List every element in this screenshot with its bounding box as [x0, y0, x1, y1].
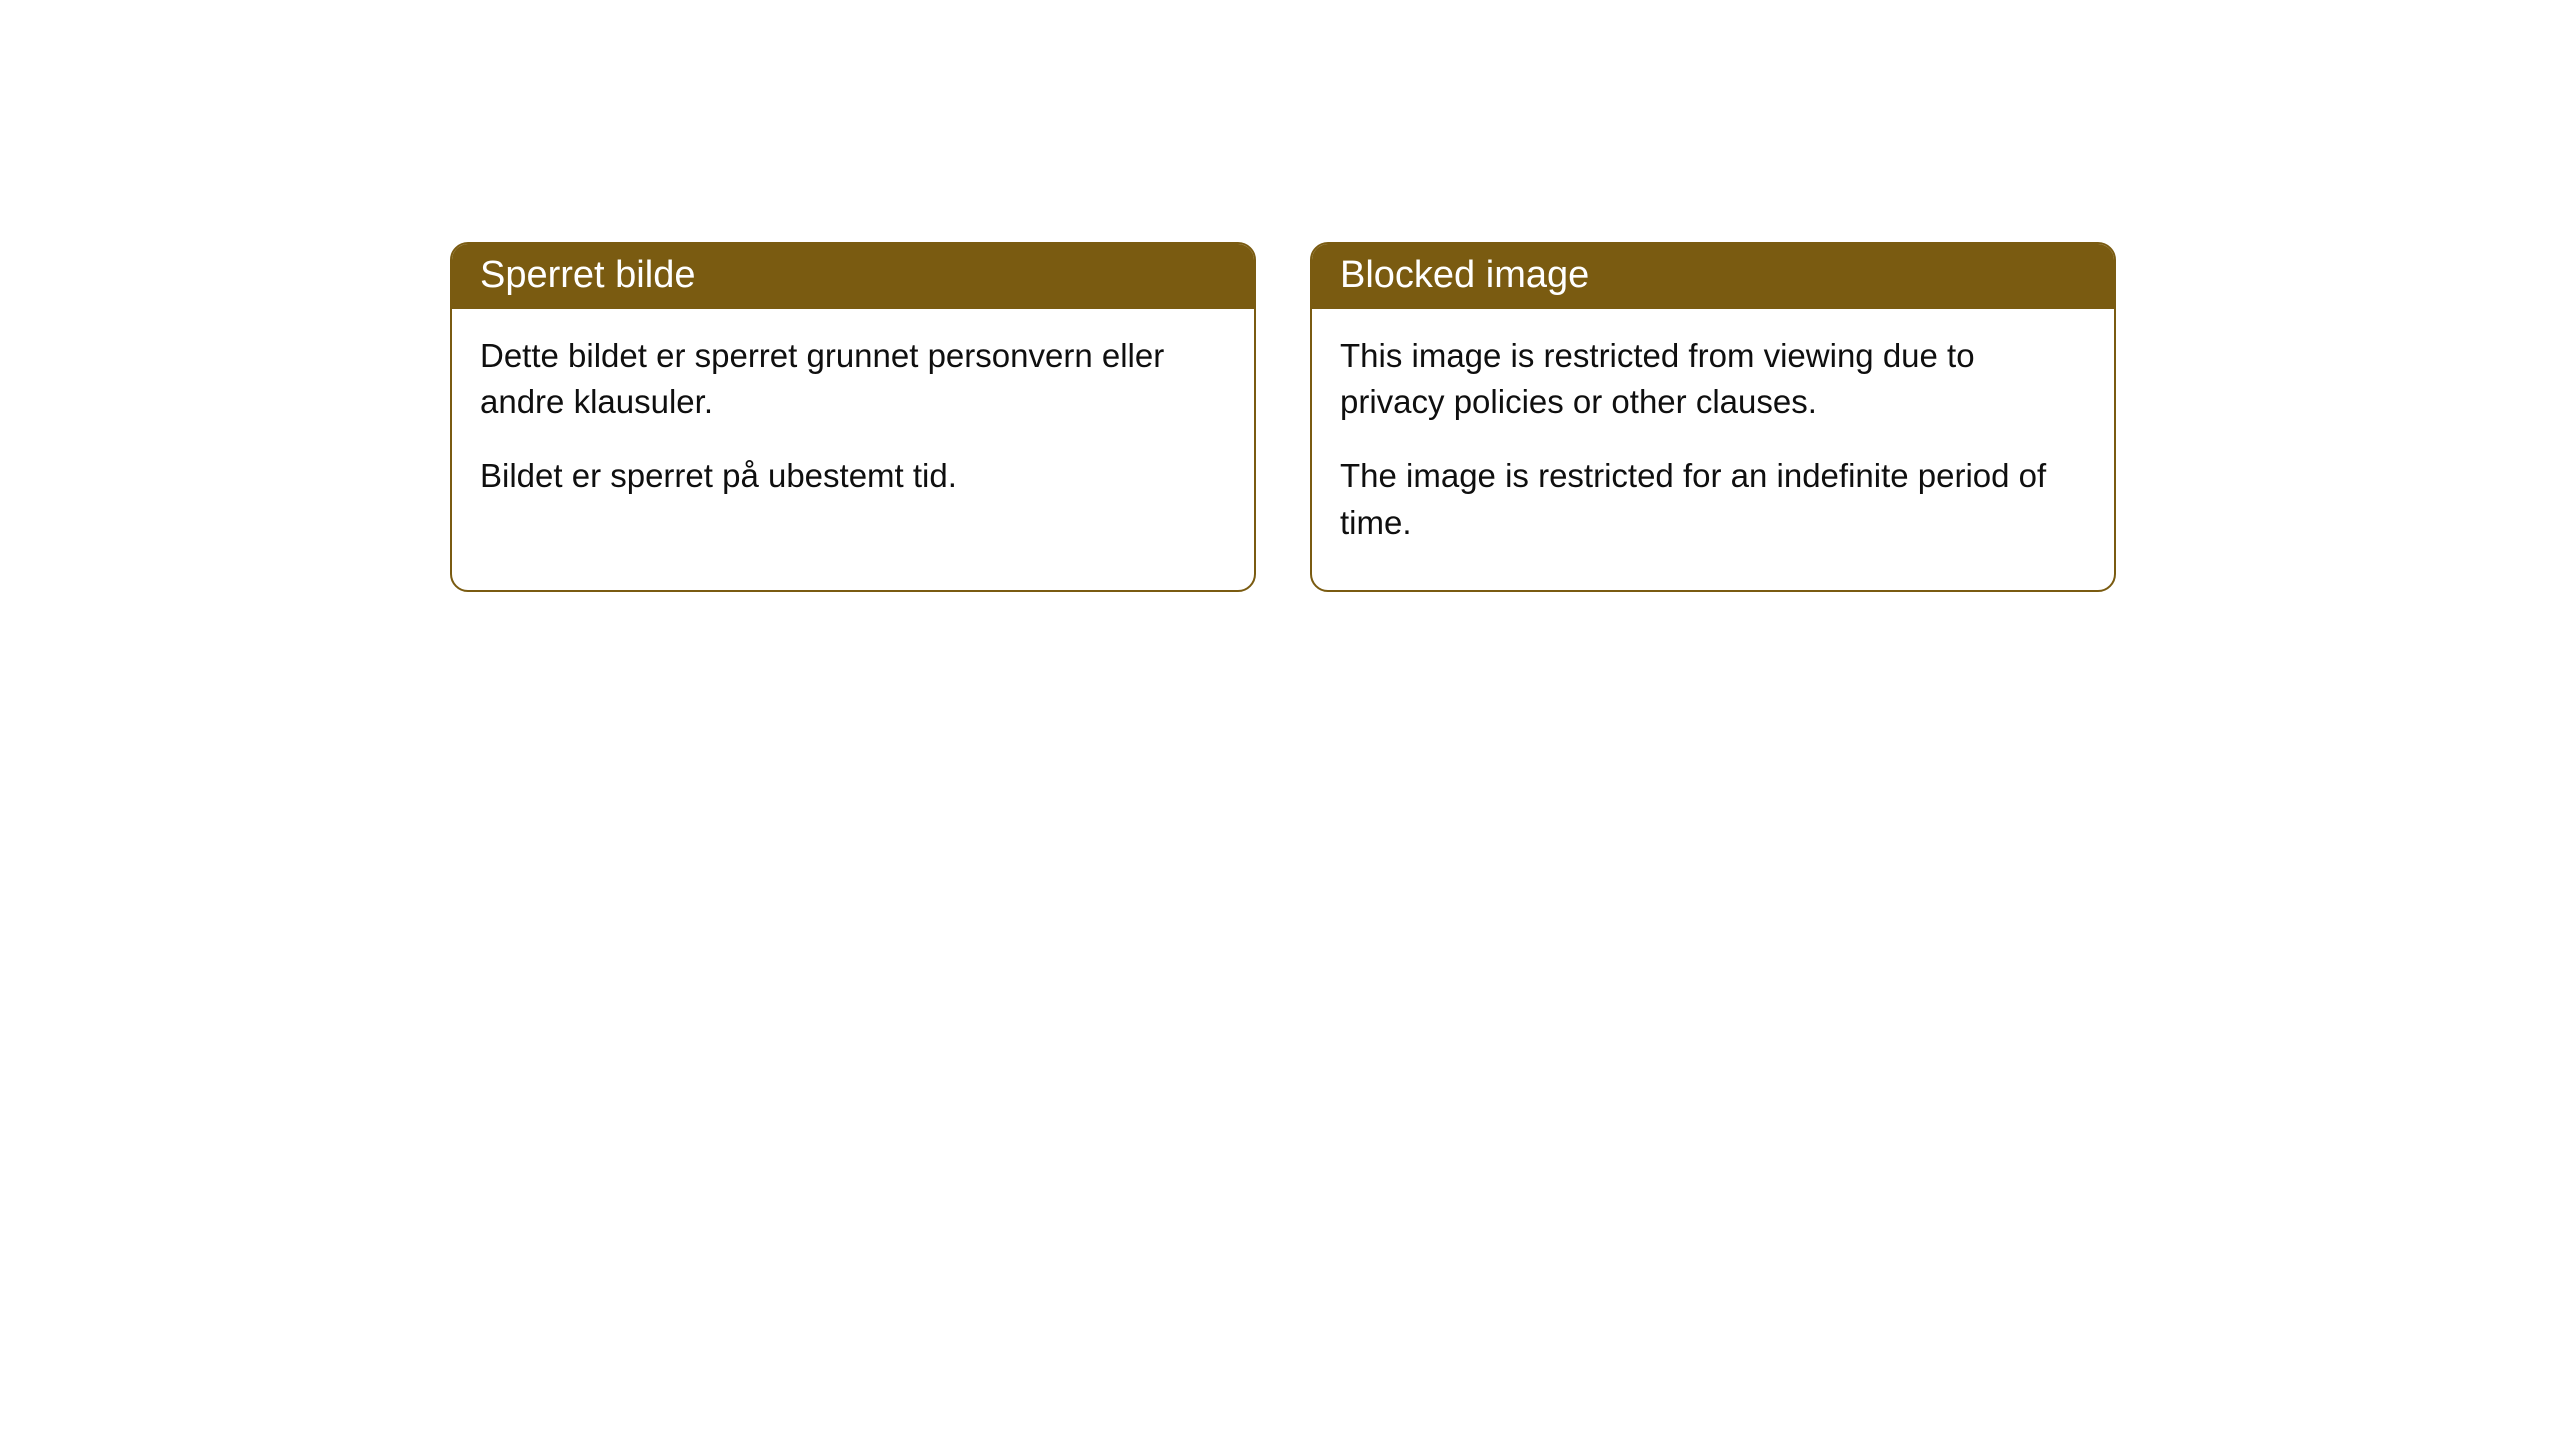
card-paragraph: Dette bildet er sperret grunnet personve… [480, 333, 1226, 425]
card-header: Sperret bilde [452, 244, 1254, 309]
card-body: Dette bildet er sperret grunnet personve… [452, 309, 1254, 544]
cards-container: Sperret bilde Dette bildet er sperret gr… [0, 0, 2560, 592]
card-paragraph: The image is restricted for an indefinit… [1340, 453, 2086, 545]
card-body: This image is restricted from viewing du… [1312, 309, 2114, 590]
card-header: Blocked image [1312, 244, 2114, 309]
card-title: Sperret bilde [480, 254, 695, 296]
card-paragraph: This image is restricted from viewing du… [1340, 333, 2086, 425]
card-title: Blocked image [1340, 254, 1589, 296]
blocked-image-card-norwegian: Sperret bilde Dette bildet er sperret gr… [450, 242, 1256, 592]
card-paragraph: Bildet er sperret på ubestemt tid. [480, 453, 1226, 499]
blocked-image-card-english: Blocked image This image is restricted f… [1310, 242, 2116, 592]
